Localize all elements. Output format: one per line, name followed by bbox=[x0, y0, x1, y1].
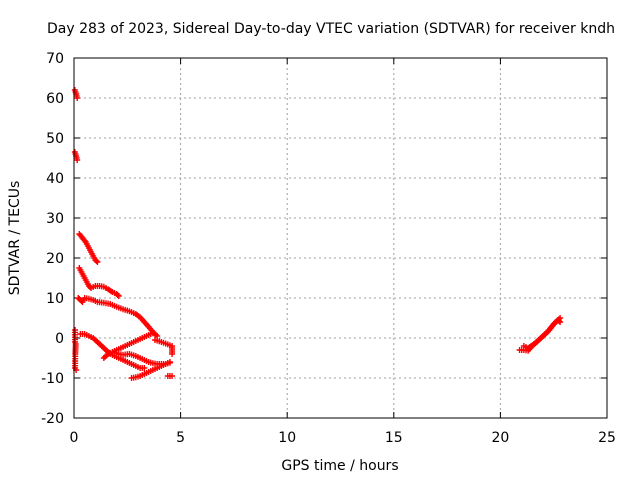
x-tick-label: 0 bbox=[70, 430, 79, 446]
series-track-14 bbox=[520, 317, 564, 351]
series-track-3 bbox=[76, 231, 101, 265]
data-point bbox=[166, 359, 173, 365]
data-point bbox=[557, 319, 564, 325]
y-tick-label: 50 bbox=[46, 131, 64, 147]
data-point bbox=[94, 259, 101, 265]
y-tick-label: 20 bbox=[46, 251, 64, 267]
chart-title: Day 283 of 2023, Sidereal Day-to-day VTE… bbox=[47, 21, 615, 37]
grid-lines bbox=[74, 58, 607, 418]
series-track-12 bbox=[72, 327, 80, 373]
plot-frame bbox=[73, 57, 608, 419]
data-point bbox=[74, 157, 81, 163]
data-point bbox=[74, 95, 81, 101]
y-axis-label: SDTVAR / TECUs bbox=[7, 181, 23, 296]
data-points bbox=[71, 87, 564, 381]
x-tick-label: 20 bbox=[491, 430, 509, 446]
series-track-7 bbox=[100, 330, 156, 361]
y-tick-label: 0 bbox=[55, 331, 64, 347]
y-tick-label: 30 bbox=[46, 211, 64, 227]
y-tick-label: -10 bbox=[41, 371, 64, 387]
series-track-9 bbox=[128, 359, 173, 381]
x-tick-label: 15 bbox=[385, 430, 403, 446]
x-axis-label: GPS time / hours bbox=[281, 458, 398, 474]
data-point bbox=[93, 258, 100, 264]
data-point bbox=[115, 293, 122, 299]
x-tick-label: 5 bbox=[176, 430, 185, 446]
y-tick-label: -20 bbox=[41, 411, 64, 427]
x-tick-label: 25 bbox=[598, 430, 616, 446]
series-track-10 bbox=[152, 337, 176, 357]
data-point bbox=[169, 351, 176, 357]
data-point bbox=[149, 330, 156, 337]
y-tick-label: 10 bbox=[46, 291, 64, 307]
data-point bbox=[169, 373, 176, 379]
series-track-4 bbox=[76, 265, 122, 299]
series-track-11 bbox=[164, 373, 176, 379]
data-point bbox=[141, 365, 148, 371]
series-track-2 bbox=[71, 149, 81, 163]
y-tick-label: 40 bbox=[46, 171, 64, 187]
data-point bbox=[556, 318, 563, 324]
y-tick-label: 60 bbox=[46, 91, 64, 107]
series-track-5 bbox=[75, 295, 161, 339]
x-tick-label: 10 bbox=[278, 430, 296, 446]
data-point bbox=[114, 292, 121, 298]
y-tick-label: 70 bbox=[46, 51, 64, 67]
axis-ticks: 0 5 10 15 20 25 -20 -10 0 10 20 30 40 50 60 70 bbox=[41, 51, 616, 446]
series-track-1 bbox=[71, 87, 81, 101]
